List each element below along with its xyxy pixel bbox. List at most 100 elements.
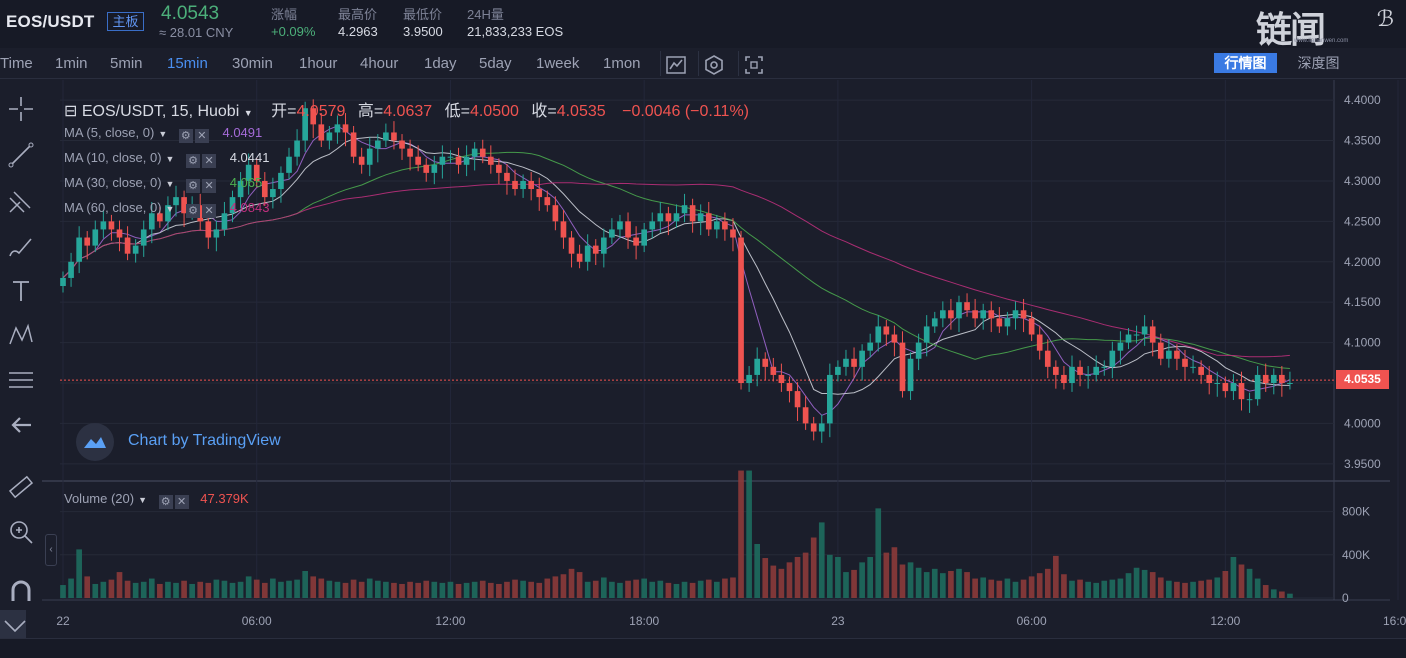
vol-tick-label: 800K	[1342, 505, 1370, 519]
interval-1hour[interactable]: 1hour	[299, 55, 338, 72]
volume-legend[interactable]: Volume (20) ▼ ⚙ ✕ 47.379K	[64, 491, 249, 509]
x-tick-label: 12:00	[1210, 614, 1240, 628]
volume-bar	[907, 562, 914, 598]
candle	[116, 229, 123, 238]
ma-30-remove-icon[interactable]: ✕	[202, 179, 217, 193]
candle	[1077, 366, 1083, 375]
price-chart[interactable]: 4.4000 4.3500 4.3000 4.2500 4.2000 4.1500 4.10…	[42, 80, 1406, 636]
tradingview-watermark[interactable]: Chart by TradingView	[76, 423, 306, 461]
ma-30-value: 4.065	[229, 175, 263, 190]
candle	[310, 108, 317, 125]
volume-bar	[940, 573, 946, 598]
volume-bar	[835, 556, 841, 598]
back-arrow-icon[interactable]	[6, 410, 36, 440]
volume-settings-icon[interactable]: ⚙	[158, 495, 173, 509]
ma-30-legend[interactable]: MA (30, close, 0) ▼ ⚙ ✕ 4.065	[64, 175, 262, 193]
volume-bar	[1270, 589, 1277, 598]
candle	[794, 391, 801, 408]
pair-name[interactable]: EOS/USDT	[6, 12, 95, 31]
ma-10-settings-icon[interactable]: ⚙	[186, 154, 201, 168]
candle	[584, 245, 591, 262]
candle	[851, 358, 857, 367]
interval-4hour[interactable]: 4hour	[360, 55, 399, 72]
volume-bar	[1133, 567, 1140, 598]
interval-15min[interactable]: 15min	[167, 55, 208, 72]
fib-levels-icon[interactable]	[6, 365, 36, 395]
volume-bar	[843, 572, 849, 598]
interval-time[interactable]: Time	[0, 55, 33, 72]
interval-30min[interactable]: 30min	[232, 55, 273, 72]
volume-bar	[1077, 579, 1083, 598]
interval-1day[interactable]: 1day	[424, 55, 457, 72]
ma-10-remove-icon[interactable]: ✕	[202, 154, 217, 168]
brush-icon[interactable]	[6, 232, 36, 262]
candle	[746, 374, 752, 384]
volume-bar	[504, 581, 510, 598]
interval-5min[interactable]: 5min	[110, 55, 143, 72]
candle	[1230, 383, 1237, 392]
ma-60-settings-icon[interactable]: ⚙	[186, 204, 201, 218]
candle	[956, 302, 962, 319]
volume-caret-icon[interactable]: ▼	[138, 495, 148, 505]
crosshair-icon[interactable]	[6, 94, 36, 124]
legend-collapse-icon[interactable]: ⊟	[64, 103, 78, 120]
ma-5-caret-icon[interactable]: ▼	[158, 129, 168, 139]
quote-chart-button[interactable]: 行情图	[1214, 53, 1277, 73]
volume-bar	[334, 581, 341, 598]
fullscreen-icon[interactable]	[738, 51, 768, 76]
candle	[165, 205, 171, 222]
legend-caret-icon[interactable]: ▼	[243, 108, 253, 118]
candle	[318, 124, 325, 141]
interval-1week[interactable]: 1week	[536, 55, 580, 72]
ma-60-caret-icon[interactable]: ▼	[165, 204, 175, 214]
ma-60-remove-icon[interactable]: ✕	[202, 204, 217, 218]
expand-chevron-icon[interactable]	[0, 610, 26, 640]
candle	[383, 132, 389, 141]
depth-chart-button[interactable]: 深度图	[1297, 55, 1340, 71]
volume-bar	[681, 581, 688, 598]
high-label-legend: 高=	[357, 103, 384, 120]
text-tool-icon[interactable]	[6, 276, 36, 306]
candle	[1020, 310, 1027, 319]
interval-1mon[interactable]: 1mon	[603, 55, 641, 72]
candle	[1287, 383, 1293, 385]
ma-10-legend[interactable]: MA (10, close, 0) ▼ ⚙ ✕ 4.0441	[64, 150, 269, 168]
ma-5-remove-icon[interactable]: ✕	[194, 129, 209, 143]
candle	[1279, 374, 1285, 384]
ruler-icon[interactable]	[6, 472, 36, 502]
candle	[883, 326, 890, 335]
volume-bar	[657, 580, 664, 598]
y-tick-label: 4.3500	[1344, 134, 1381, 148]
candle	[980, 310, 987, 319]
pitchfork-icon[interactable]	[6, 186, 36, 216]
chart-type-icon[interactable]	[660, 51, 690, 76]
volume-bar	[399, 583, 405, 598]
candle	[560, 221, 567, 238]
chart-area[interactable]: 4.4000 4.3500 4.3000 4.2500 4.2000 4.1500 4.10…	[42, 80, 1406, 636]
ma-30-settings-icon[interactable]: ⚙	[186, 179, 201, 193]
ma-10-caret-icon[interactable]: ▼	[165, 154, 175, 164]
interval-5day[interactable]: 5day	[479, 55, 512, 72]
volume-bar	[148, 578, 155, 598]
volume-bar	[1157, 577, 1164, 598]
legend-symbol[interactable]: EOS/USDT, 15, Huobi	[81, 103, 240, 120]
volume-bar	[1044, 568, 1051, 598]
last-price: 4.0543	[161, 3, 220, 24]
candle	[124, 237, 131, 254]
magnet-icon[interactable]	[6, 577, 36, 607]
candle	[576, 253, 583, 262]
trend-line-icon[interactable]	[6, 140, 36, 170]
interval-1min[interactable]: 1min	[55, 55, 88, 72]
ma-5-legend[interactable]: MA (5, close, 0) ▼ ⚙ ✕ 4.0491	[64, 125, 262, 143]
ma-60-legend[interactable]: MA (60, close, 0) ▼ ⚙ ✕ 4.0843	[64, 200, 269, 218]
ma-5-settings-icon[interactable]: ⚙	[178, 129, 193, 143]
ma-30-caret-icon[interactable]: ▼	[165, 179, 175, 189]
volume-remove-icon[interactable]: ✕	[174, 495, 189, 509]
settings-gear-icon[interactable]	[698, 51, 728, 76]
volume-bar	[770, 565, 777, 598]
pattern-icon[interactable]	[6, 320, 36, 350]
collapse-toolbar-button[interactable]: ‹	[45, 534, 57, 566]
zoom-icon[interactable]	[6, 517, 36, 547]
volume-bar	[600, 577, 607, 598]
volume-bar	[108, 579, 115, 598]
